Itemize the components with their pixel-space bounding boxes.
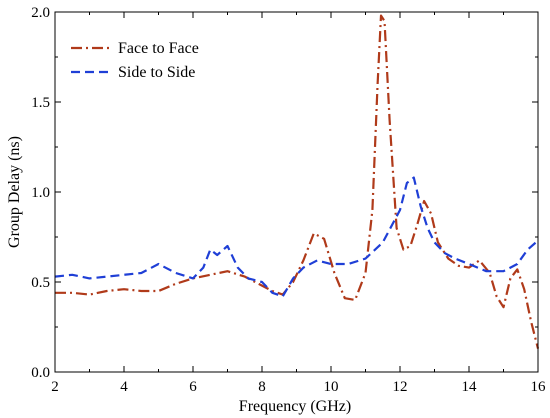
series-line-0 — [55, 14, 540, 349]
x-tick-label: 6 — [189, 379, 197, 395]
x-tick-label: 12 — [393, 379, 408, 395]
x-tick-label: 10 — [324, 379, 339, 395]
legend: Face to Face Side to Side — [71, 40, 199, 81]
legend-label-1: Side to Side — [118, 64, 195, 81]
series-line-1 — [54, 176, 539, 298]
y-tick-label: 0.0 — [31, 365, 50, 381]
y-tick-label: 0.5 — [31, 275, 50, 291]
x-tick-label: 8 — [258, 379, 266, 395]
y-tick-label: 1.0 — [31, 185, 50, 201]
y-tick-label: 2.0 — [31, 5, 50, 21]
plot-area — [54, 14, 540, 349]
x-axis-label: Frequency (GHz) — [239, 398, 351, 415]
y-axis-label: Group Delay (ns) — [6, 136, 23, 248]
y-tick-label: 1.5 — [31, 95, 50, 111]
x-tick-label: 16 — [531, 379, 547, 395]
x-tick-label: 2 — [51, 379, 59, 395]
x-tick-label: 14 — [462, 379, 478, 395]
legend-label-0: Face to Face — [118, 40, 199, 57]
x-tick-label: 4 — [120, 379, 128, 395]
axes: 2 4 6 8 10 12 14 16 0.0 0.5 1.0 1.5 2.0 — [31, 5, 546, 395]
